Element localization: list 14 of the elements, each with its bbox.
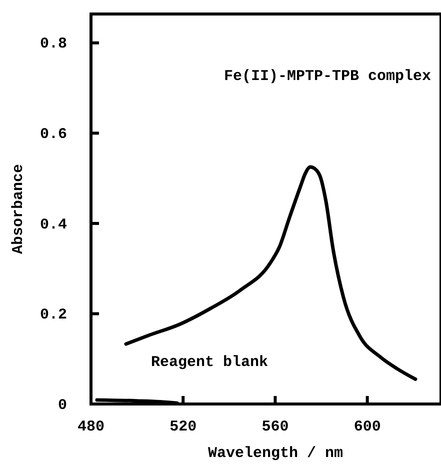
- y-tick-label: 0.4: [40, 216, 67, 234]
- annotation: Fe(II)-MPTP-TPB complex: [224, 68, 431, 85]
- x-tick-label: 600: [354, 418, 381, 436]
- y-tick-label: 0.2: [40, 306, 67, 324]
- y-tick-label: 0.8: [40, 36, 67, 53]
- x-axis-title: Wavelength / nm: [208, 445, 344, 462]
- x-tick-label: 480: [77, 418, 105, 436]
- y-axis-title: Absorbance: [10, 164, 27, 254]
- x-tick-label: 560: [262, 418, 289, 436]
- y-tick-label: 0.6: [40, 126, 67, 143]
- line-series: [124, 165, 418, 381]
- y-tick-label: 0: [58, 396, 67, 414]
- x-tick-label: 520: [170, 418, 197, 436]
- annotation: Reagent blank: [151, 354, 268, 371]
